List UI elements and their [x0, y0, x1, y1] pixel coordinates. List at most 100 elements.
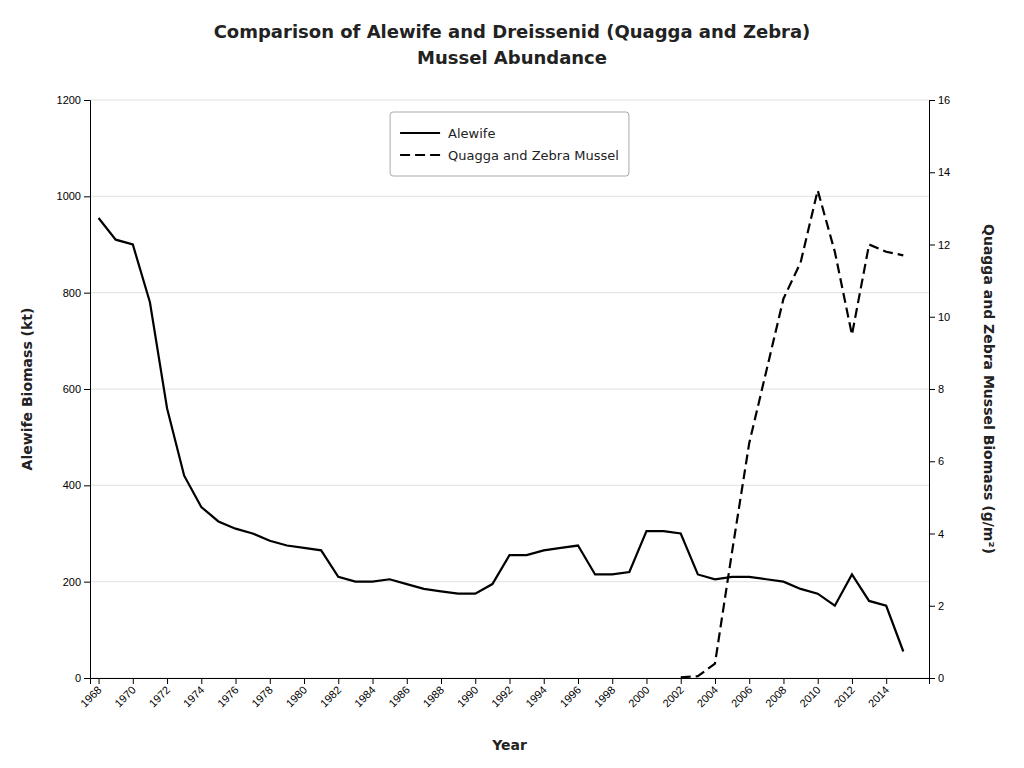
tick: 1968: [78, 678, 104, 709]
tick: 1974: [181, 678, 207, 709]
legend-item: Quagga and Zebra Mussel: [400, 148, 619, 163]
legend: Alewife Quagga and Zebra Mussel: [390, 112, 629, 176]
tick-mark: [749, 678, 750, 684]
legend-swatch: [400, 154, 440, 156]
axis-line: [91, 679, 930, 685]
tick: 0: [929, 672, 944, 684]
tick: 1992: [489, 678, 515, 709]
tick-label: 1984: [352, 684, 378, 710]
tick-label: 0: [938, 672, 944, 684]
tick: 2000: [626, 678, 652, 709]
tick-label: 1982: [318, 684, 344, 710]
tick-mark: [783, 678, 784, 684]
tick-mark: [929, 606, 935, 607]
tick: 400: [63, 479, 90, 491]
tick-mark: [84, 293, 90, 294]
tick-label: 8: [938, 383, 944, 395]
axis-line: [930, 101, 936, 679]
tick-label: 1988: [420, 684, 446, 710]
tick-label: 600: [63, 383, 81, 395]
tick-label: 6: [938, 455, 944, 467]
tick: 2014: [866, 678, 892, 709]
tick: 2006: [729, 678, 755, 709]
tick-mark: [929, 317, 935, 318]
tick: 1996: [557, 678, 583, 709]
tick-mark: [929, 461, 935, 462]
tick: 200: [63, 576, 90, 588]
tick-label: 1986: [386, 684, 412, 710]
tick: 1982: [318, 678, 344, 709]
line: [681, 190, 904, 677]
grid-line: [90, 485, 929, 486]
tick-mark: [84, 389, 90, 390]
tick-mark: [544, 678, 545, 684]
axis-title: Year: [491, 737, 527, 753]
tick-mark: [681, 678, 682, 684]
tick-mark: [929, 172, 935, 173]
series-group: [99, 190, 904, 677]
tick: 14: [929, 166, 950, 178]
tick: 1970: [112, 678, 138, 709]
y-axis: 0 200 400 600 800 1000 1200: [57, 94, 91, 684]
title: Comparison of Alewife and Dreissenid (Qu…: [214, 21, 811, 42]
tick: 800: [63, 287, 90, 299]
tick-mark: [84, 196, 90, 197]
tick-mark: [929, 389, 935, 390]
tick-label: 200: [63, 576, 81, 588]
tick: 0: [75, 672, 90, 684]
tick: 1988: [420, 678, 446, 709]
tick-mark: [646, 678, 647, 684]
grid-line: [90, 196, 929, 197]
axis-line: [84, 101, 91, 679]
tick-mark: [475, 678, 476, 684]
tick-label: 2014: [866, 684, 892, 710]
tick-label: 2012: [831, 684, 857, 710]
grid-line: [90, 100, 929, 101]
grid: [90, 100, 929, 678]
tick: 12: [929, 239, 950, 251]
tick: 1976: [215, 678, 241, 709]
legend-swatch: [400, 132, 440, 134]
tick-mark: [133, 678, 134, 684]
tick-mark: [84, 100, 90, 101]
tick-mark: [929, 245, 935, 246]
tick: 1978: [249, 678, 275, 709]
tick-label: 2004: [694, 684, 720, 710]
chart: Comparison of Alewife and Dreissenid (Qu…: [0, 0, 1024, 768]
tick: 1980: [283, 678, 309, 709]
tick-mark: [715, 678, 716, 684]
tick-mark: [929, 534, 935, 535]
tick-label: 2006: [729, 684, 755, 710]
tick: 2002: [660, 678, 686, 709]
tick-label: 1200: [57, 94, 81, 106]
legend-box: [390, 112, 629, 176]
tick-label: 1974: [181, 684, 207, 710]
tick: 1984: [352, 678, 378, 709]
tick-label: 10: [938, 311, 950, 323]
tick: 4: [929, 528, 944, 540]
axis-title: Quagga and Zebra Mussel Biomass (g/m²): [981, 224, 997, 554]
tick-label: 1990: [455, 684, 481, 710]
legend-label: Alewife: [448, 126, 495, 141]
tick-label: 1000: [57, 190, 81, 202]
tick-label: 1998: [592, 684, 618, 710]
tick-label: 1976: [215, 684, 241, 710]
tick-label: 1980: [283, 684, 309, 710]
tick-mark: [929, 678, 935, 679]
tick: 1000: [57, 190, 90, 202]
plot-area: 1968197019721974197619781980198219841986…: [19, 94, 997, 753]
tick: 1990: [455, 678, 481, 709]
tick-label: 0: [75, 672, 81, 684]
tick-mark: [84, 485, 90, 486]
tick-mark: [201, 678, 202, 684]
tick-label: 2010: [797, 684, 823, 710]
tick-label: 1968: [78, 684, 104, 710]
tick-label: 4: [938, 528, 944, 540]
tick-label: 12: [938, 239, 950, 251]
tick: 1998: [592, 678, 618, 709]
legend-item: Alewife: [400, 126, 495, 141]
tick-mark: [99, 678, 100, 684]
tick-mark: [304, 678, 305, 684]
tick-label: 2008: [763, 684, 789, 710]
tick-mark: [578, 678, 579, 684]
